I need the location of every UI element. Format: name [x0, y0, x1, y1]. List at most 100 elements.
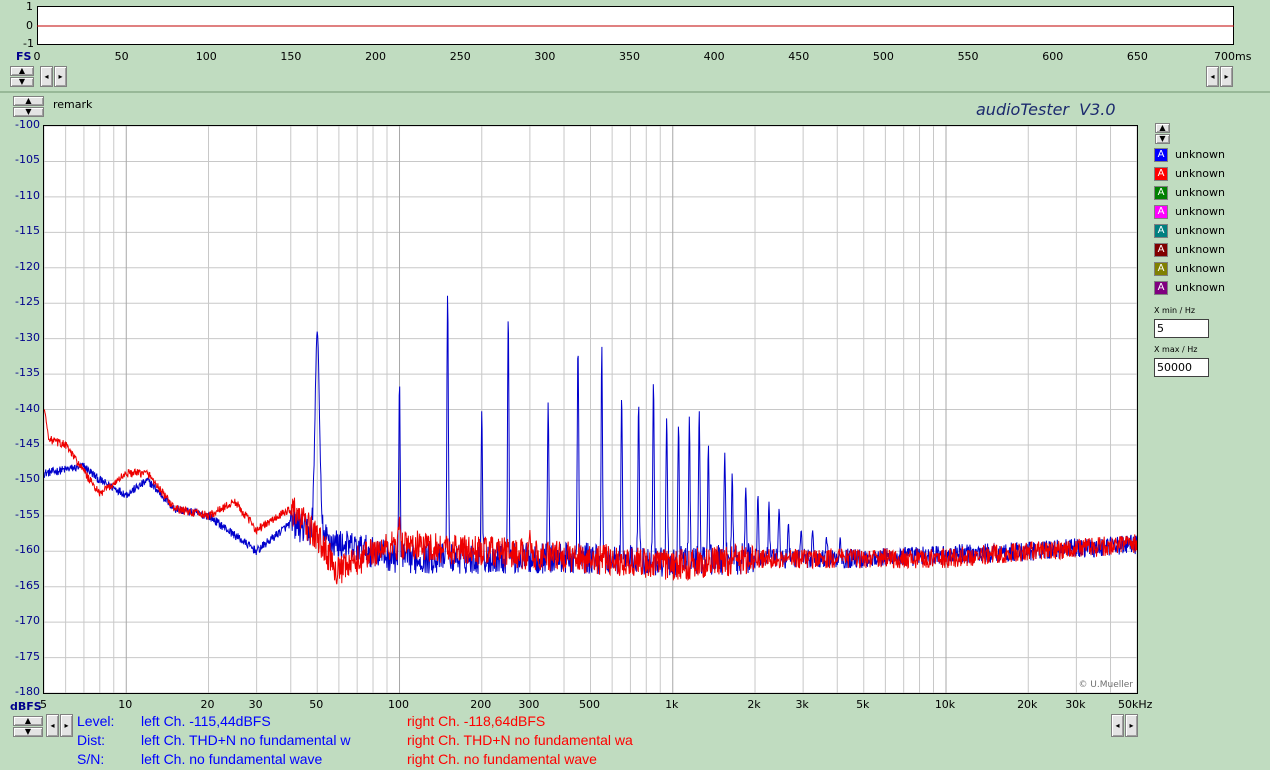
osc-x-tick: 550: [957, 50, 979, 63]
x-tick-label: 500: [579, 698, 600, 711]
osc-y-tick-mid: 0: [26, 19, 33, 32]
y-tick-label: -130: [15, 330, 40, 344]
osc-x-tick: 200: [365, 50, 387, 63]
y-tick-label: -165: [15, 578, 40, 592]
osc-x-tick: 400: [703, 50, 725, 63]
right-dist-value: right Ch. THD+N no fundamental wa: [407, 732, 633, 748]
y-tick-label: -110: [15, 188, 40, 202]
legend-color-swatch[interactable]: A: [1154, 281, 1168, 295]
remark-up-button[interactable]: ▲: [13, 96, 44, 106]
spectrum-plot: © U.Mueller: [43, 125, 1138, 694]
remark-down-button[interactable]: ▼: [13, 107, 44, 117]
left-sn-value: left Ch. no fundamental wave: [141, 751, 323, 767]
osc-x-tick: 0: [33, 50, 41, 63]
legend-label: unknown: [1175, 205, 1225, 218]
osc-x-tick: 100: [195, 50, 217, 63]
osc-time-right-button[interactable]: ▸: [1220, 66, 1233, 87]
osc-x-tick: 650: [1126, 50, 1148, 63]
x-tick-label: 200: [470, 698, 492, 711]
osc-y-tick-top: 1: [26, 0, 33, 13]
osc-x-tick: 700ms: [1214, 50, 1252, 63]
y-tick-label: -135: [15, 366, 40, 380]
legend-label: unknown: [1175, 262, 1225, 275]
osc-plot: [37, 6, 1234, 45]
x-tick-label: 3k: [795, 698, 809, 711]
legend-up-button[interactable]: ▲: [1155, 123, 1170, 133]
x-tick-label: 50: [309, 698, 324, 711]
y-tick-label: -150: [15, 472, 40, 486]
spec-scale-down-button[interactable]: ▼: [13, 727, 43, 737]
x-tick-label: 10: [118, 698, 133, 711]
legend-color-swatch[interactable]: A: [1154, 186, 1168, 200]
dist-label: Dist:: [77, 732, 105, 748]
x-tick-label: 5: [40, 698, 47, 711]
y-tick-label: -170: [15, 614, 40, 628]
osc-x-tick: 500: [872, 50, 894, 63]
legend-label: unknown: [1175, 281, 1225, 294]
osc-x-tick: 250: [449, 50, 471, 63]
osc-x-tick: 350: [619, 50, 640, 63]
x-tick-label: 10k: [934, 698, 956, 711]
x-tick-label: 20k: [1017, 698, 1038, 711]
y-tick-label: -115: [15, 224, 40, 238]
legend-color-swatch[interactable]: A: [1154, 262, 1168, 276]
x-tick-label: 50kHz: [1118, 698, 1153, 711]
legend-label: unknown: [1175, 243, 1225, 256]
app-title: audioTester V3.0: [976, 100, 1116, 119]
legend-color-swatch[interactable]: A: [1154, 148, 1168, 162]
legend-color-swatch[interactable]: A: [1154, 205, 1168, 219]
panel-separator: [0, 91, 1270, 93]
legend-label: unknown: [1175, 224, 1225, 237]
y-tick-label: -155: [15, 507, 40, 521]
osc-x-tick: 150: [280, 50, 302, 63]
y-tick-label: -175: [15, 649, 40, 663]
remark-label: remark: [53, 98, 93, 111]
y-tick-label: -120: [15, 259, 40, 273]
series-right-channel: [44, 409, 1137, 585]
freq-left-button[interactable]: ◂: [1111, 714, 1124, 737]
osc-unit-label: FS: [16, 50, 32, 63]
osc-scale-down-button[interactable]: ▼: [10, 77, 34, 87]
y-tick-label: -100: [15, 118, 40, 131]
osc-scroll-left-button[interactable]: ◂: [40, 66, 53, 87]
y-tick-label: -160: [15, 543, 40, 557]
x-tick-label: 5k: [856, 698, 870, 711]
osc-scale-up-button[interactable]: ▲: [10, 66, 34, 76]
spectrum-svg: [44, 126, 1137, 693]
osc-x-tick: 300: [534, 50, 556, 63]
legend-down-button[interactable]: ▼: [1155, 134, 1170, 144]
x-tick-label: 2k: [747, 698, 761, 711]
right-level-value: right Ch. -118,64dBFS: [407, 713, 546, 729]
xmax-label: X max / Hz: [1154, 345, 1198, 354]
xmin-input[interactable]: 5: [1154, 319, 1209, 338]
osc-x-tick: 50: [114, 50, 129, 63]
legend-color-swatch[interactable]: A: [1154, 167, 1168, 181]
spec-scale-up-button[interactable]: ▲: [13, 716, 43, 726]
spec-scroll-right-button[interactable]: ▸: [60, 714, 73, 737]
spectrum-y-unit: dBFS: [10, 700, 42, 713]
freq-right-button[interactable]: ▸: [1125, 714, 1138, 737]
x-tick-label: 1k: [665, 698, 679, 711]
osc-time-left-button[interactable]: ◂: [1206, 66, 1219, 87]
y-tick-label: -125: [15, 295, 40, 309]
legend-color-swatch[interactable]: A: [1154, 224, 1168, 238]
left-dist-value: left Ch. THD+N no fundamental w: [141, 732, 351, 748]
legend-label: unknown: [1175, 186, 1225, 199]
legend-label: unknown: [1175, 148, 1225, 161]
x-tick-label: 20: [200, 698, 215, 711]
left-level-value: left Ch. -115,44dBFS: [141, 713, 271, 729]
osc-x-tick: 600: [1042, 50, 1064, 63]
sn-label: S/N:: [77, 751, 105, 767]
osc-scroll-right-button[interactable]: ▸: [54, 66, 67, 87]
xmax-input[interactable]: 50000: [1154, 358, 1209, 377]
x-tick-label: 30: [248, 698, 263, 711]
legend-color-swatch[interactable]: A: [1154, 243, 1168, 257]
spec-scroll-left-button[interactable]: ◂: [46, 714, 59, 737]
x-tick-label: 30k: [1065, 698, 1086, 711]
x-tick-label: 300: [518, 698, 540, 711]
osc-x-tick: 450: [788, 50, 810, 63]
copyright-label: © U.Mueller: [1078, 680, 1133, 690]
level-label: Level:: [77, 713, 115, 729]
osc-y-tick-bot: -1: [23, 37, 34, 50]
x-tick-label: 100: [388, 698, 409, 711]
